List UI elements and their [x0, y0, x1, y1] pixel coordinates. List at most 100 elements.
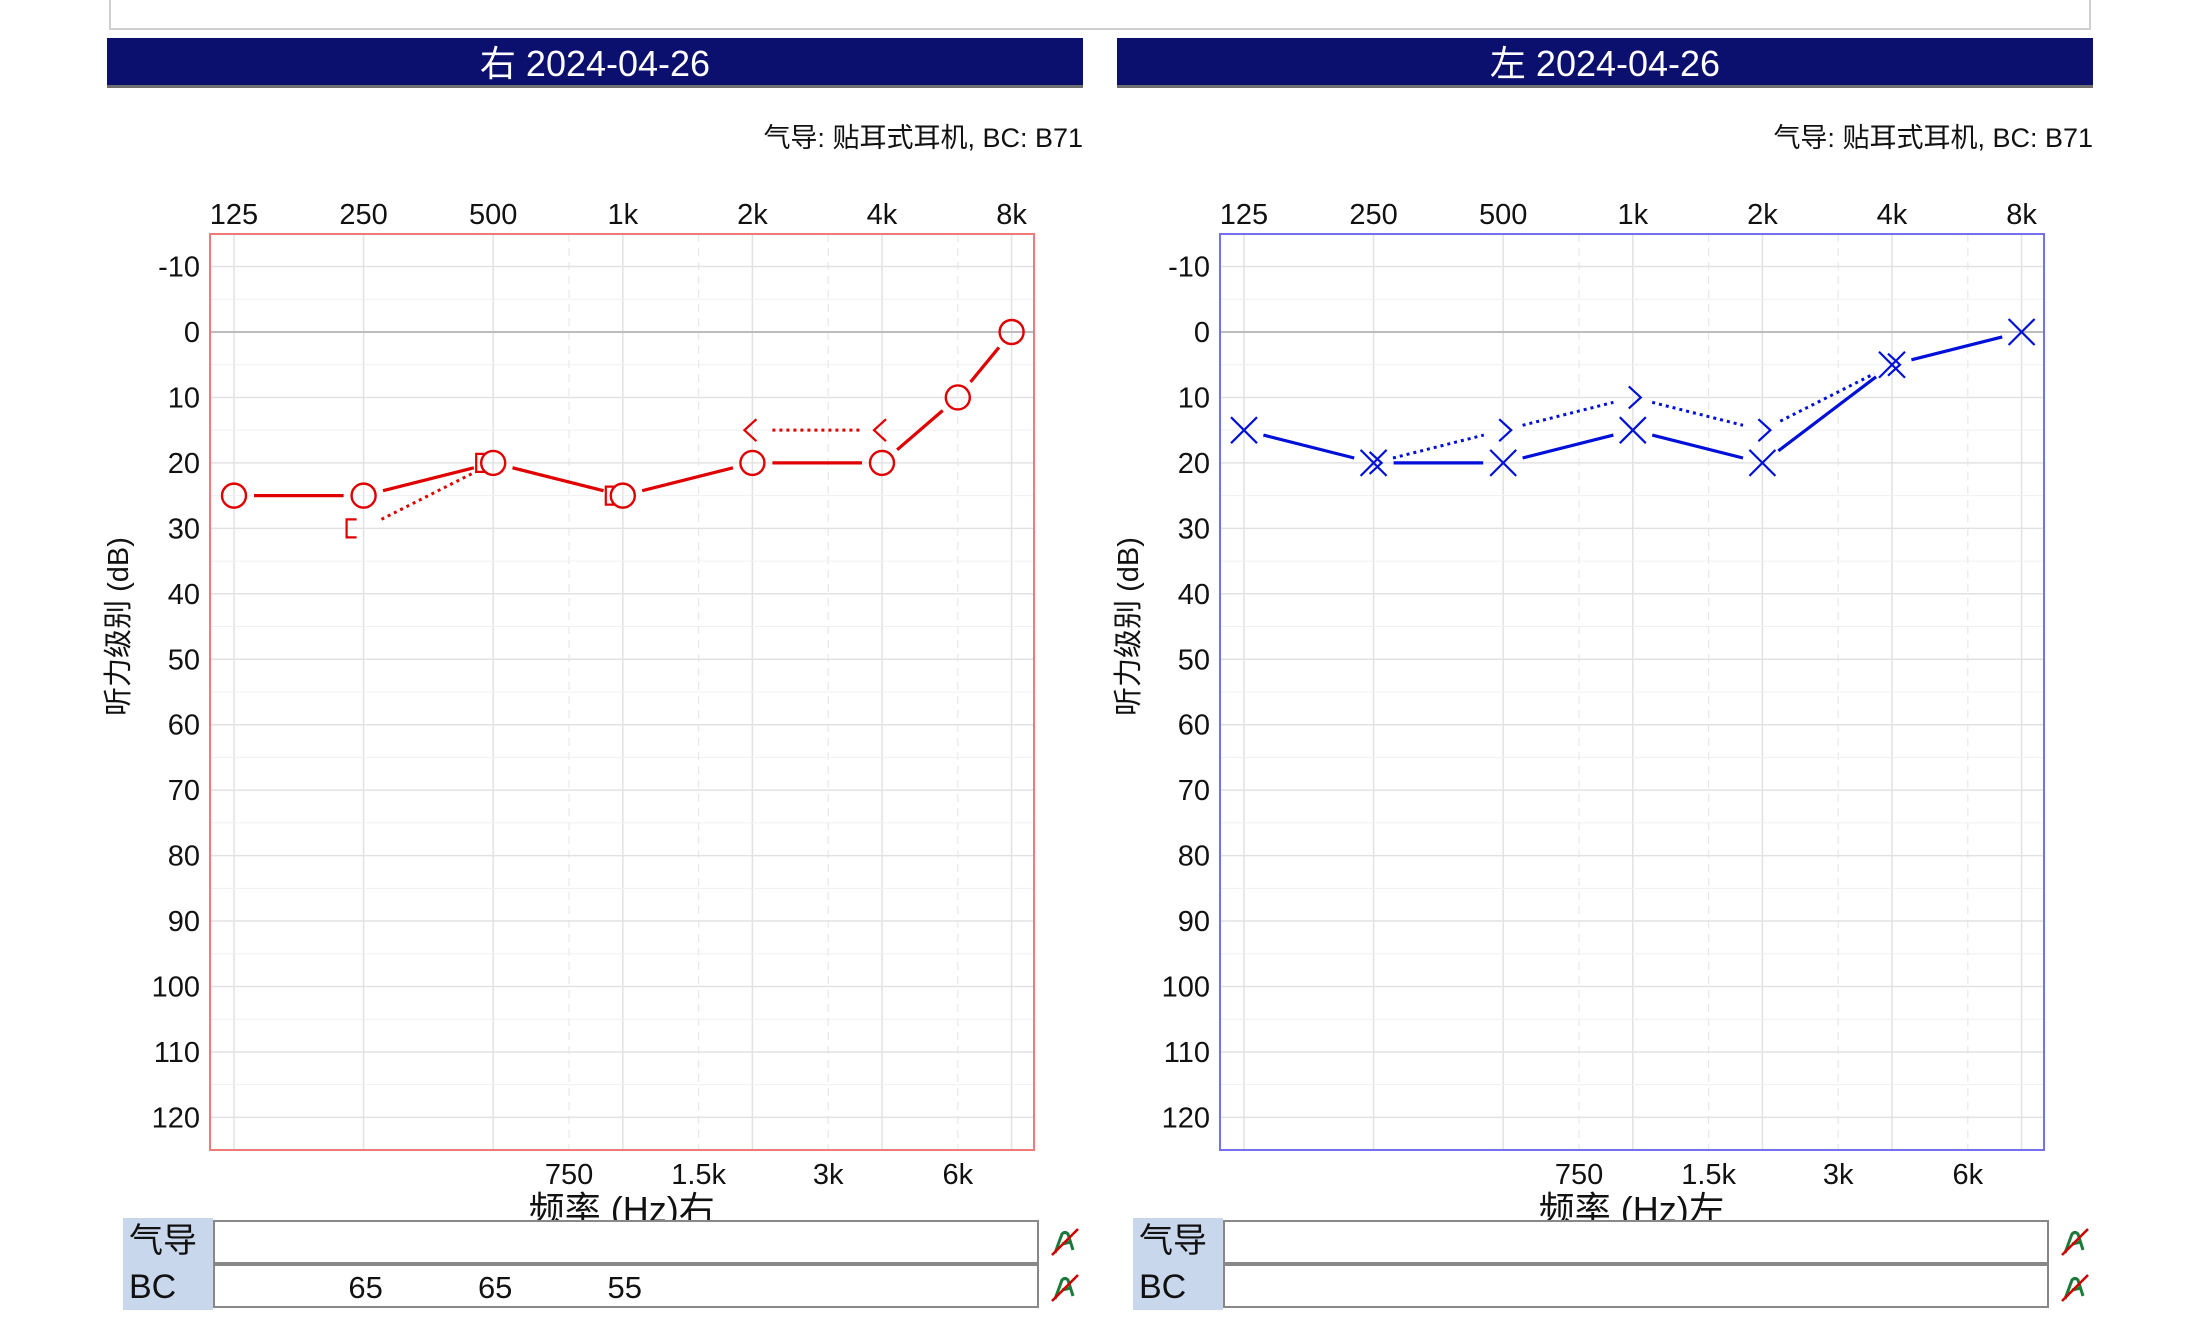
- right-table-ac-row: [213, 1220, 1039, 1264]
- left-table-bc-label: BC: [1139, 1268, 1187, 1306]
- data-point: [944, 384, 972, 411]
- y-tick-label: 80: [1178, 841, 1210, 873]
- x-tick-label-top: 500: [469, 199, 517, 231]
- data-point: [604, 485, 616, 506]
- series-line: [1522, 433, 1614, 460]
- series-line: [1651, 400, 1744, 427]
- x-tick-label-top: 2k: [1747, 199, 1778, 231]
- data-point: [1628, 385, 1643, 410]
- data-point: [1619, 416, 1647, 444]
- data-point: [1498, 418, 1513, 442]
- y-tick-label: 10: [1178, 382, 1210, 414]
- right-audiogram-chart: 125 250 500 1k 2k 4k 8k 750 1.5k 3k 6k -10 0 10 20 30 40…: [102, 199, 1035, 1230]
- right-table-bc-label: BC: [129, 1268, 177, 1306]
- y-tick-label: 60: [168, 710, 200, 742]
- series-line: [1910, 335, 2003, 362]
- y-tick-label: 0: [184, 317, 200, 349]
- left-table-ac-row: [1223, 1220, 2049, 1264]
- x-tick-label-top: 250: [1349, 199, 1397, 231]
- series-line: [1777, 375, 1878, 453]
- y-tick-label: 120: [1162, 1102, 1210, 1134]
- y-tick-label: 110: [154, 1037, 200, 1069]
- y-tick-label: 20: [1178, 448, 1210, 480]
- y-tick-label: 70: [168, 775, 200, 807]
- table-cell: 65: [477, 1270, 513, 1305]
- table-cell: 55: [607, 1270, 643, 1305]
- y-tick-label: 100: [152, 972, 200, 1004]
- y-tick-label: 30: [168, 513, 200, 545]
- data-point: [475, 452, 487, 473]
- y-tick-label: 100: [1162, 972, 1210, 1004]
- right-ear-panel: 右 2024-04-26 气导: 贴耳式耳机, BC: B71 125 250 50…: [102, 38, 1087, 1324]
- left-ear-panel: 左 2024-04-26 气导: 贴耳式耳机, BC: B71 125 250 50…: [1112, 38, 2097, 1324]
- series-line: [1651, 433, 1744, 460]
- data-point: [1368, 451, 1384, 475]
- series-line: [641, 466, 734, 493]
- x-tick-label-bottom: 3k: [813, 1159, 844, 1191]
- y-tick-label: -10: [158, 252, 200, 284]
- plot-frame: [209, 233, 1035, 1151]
- table-cell: 65: [348, 1270, 383, 1305]
- left-ear-header: 左 2024-04-26: [1117, 38, 2093, 88]
- y-tick-label: 50: [168, 644, 200, 676]
- x-tick-label-bottom: 6k: [1952, 1159, 1983, 1191]
- x-tick-label-top: 500: [1479, 199, 1527, 231]
- masking-icon[interactable]: [1049, 1272, 1081, 1304]
- y-tick-label: 30: [1178, 513, 1210, 545]
- x-tick-label-top: 8k: [2006, 199, 2037, 231]
- x-tick-label-top: 8k: [996, 199, 1027, 231]
- masking-icon[interactable]: [2059, 1272, 2091, 1304]
- y-tick-label: 20: [168, 448, 200, 480]
- masking-icon[interactable]: [2059, 1226, 2091, 1258]
- data-point: [220, 482, 248, 509]
- right-bottom-table: 气导 BC 65 65 55: [107, 1218, 1087, 1310]
- data-point: [609, 482, 636, 509]
- series-line: [512, 466, 604, 493]
- data-point: [480, 449, 507, 477]
- x-tick-label-top: 1k: [1617, 199, 1648, 231]
- x-tick-label-bottom: 6k: [942, 1159, 973, 1191]
- data-point: [350, 482, 377, 509]
- data-point: [742, 418, 758, 442]
- x-tick-label-top: 4k: [1877, 199, 1908, 231]
- data-point: [1887, 352, 1902, 377]
- left-transducer-label: 气导: 贴耳式耳机, BC: B71: [1773, 123, 2093, 153]
- series-line: [1262, 433, 1355, 460]
- data-point: [1230, 416, 1258, 444]
- x-tick-label-top: 125: [1220, 199, 1268, 231]
- x-tick-label-bottom: 750: [1555, 1159, 1603, 1191]
- x-tick-label-top: 2k: [737, 199, 768, 231]
- right-ear-header: 右 2024-04-26: [107, 38, 1083, 88]
- y-tick-label: 90: [168, 906, 200, 938]
- x-tick-label-top: 250: [339, 199, 387, 231]
- data-point: [345, 518, 357, 539]
- left-table-bc-row: [1223, 1264, 2049, 1308]
- y-tick-label: 40: [1178, 579, 1210, 611]
- y-tick-label: 70: [1178, 775, 1210, 807]
- data-point: [1878, 350, 1906, 379]
- y-tick-label: 10: [168, 382, 200, 414]
- series-line: [1392, 433, 1485, 460]
- left-table-ac-label: 气导: [1139, 1222, 1207, 1260]
- x-tick-label-top: 4k: [867, 199, 898, 231]
- data-point: [998, 318, 1025, 346]
- right-transducer-label: 气导: 贴耳式耳机, BC: B71: [763, 123, 1083, 153]
- x-tick-label-bottom: 750: [545, 1159, 593, 1191]
- y-tick-label: -10: [1168, 252, 1210, 284]
- x-tick-label-bottom: 3k: [1823, 1159, 1854, 1191]
- data-point: [872, 418, 887, 442]
- data-point: [2007, 318, 2036, 346]
- data-point: [868, 449, 896, 477]
- plot-frame: [1219, 233, 2045, 1151]
- left-audiogram-chart: 125 250 500 1k 2k 4k 8k 750 1.5k 3k 6k -10 0 10 20 30 40…: [1112, 199, 2045, 1230]
- y-tick-label: 60: [1178, 710, 1210, 742]
- masking-icon[interactable]: [1049, 1226, 1081, 1258]
- top-strip: [109, 0, 2091, 30]
- data-point: [1489, 449, 1517, 477]
- x-tick-label-bottom: 1.5k: [671, 1159, 726, 1191]
- data-point: [739, 449, 766, 477]
- y-tick-label: 0: [1194, 317, 1210, 349]
- right-table-label-column: [123, 1218, 213, 1310]
- y-axis-title: 听力级别 (dB): [1112, 537, 1145, 716]
- right-table-bc-row: 65 65 55: [213, 1264, 1039, 1308]
